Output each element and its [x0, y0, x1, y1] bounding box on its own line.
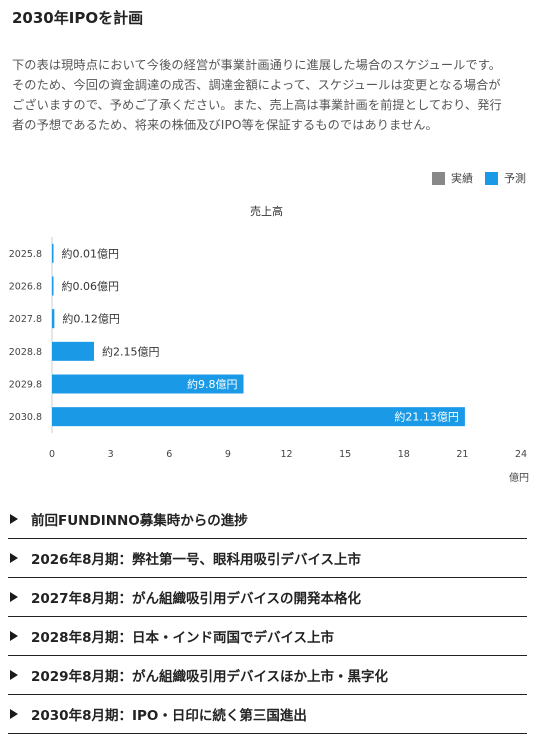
intro-line: そのため、今回の資金調達の成否、調達金額によって、スケジュールは変更となる場合が: [12, 78, 501, 92]
accordion-item-2028[interactable]: 2028年8月期：日本・インド両国でデバイス上市: [8, 617, 527, 656]
accordion-item-2029[interactable]: 2029年8月期：がん組織吸引用デバイスほか上市・黒字化: [8, 656, 527, 695]
accordion-label: 2028年8月期：日本・インド両国でデバイス上市: [31, 630, 335, 646]
x-tick-label: 0: [49, 449, 55, 460]
legend-item-actual[interactable]: 実績: [432, 170, 473, 186]
bar: [52, 341, 95, 361]
y-tick-label: 2025.8: [9, 249, 42, 260]
accordion-label: 2030年8月期：IPO・日印に続く第三国進出: [31, 708, 307, 724]
data-label: 約0.06億円: [62, 279, 120, 293]
x-tick-label: 24: [515, 449, 527, 460]
bar: [52, 407, 465, 427]
data-label: 約2.15億円: [102, 344, 160, 358]
accordion-label: 前回FUNDINNO募集時からの進捗: [31, 513, 248, 529]
x-axis-unit: 億円: [509, 471, 529, 484]
intro-line: 下の表は現時点において今後の経営が事業計画通りに進展した場合のスケジュールです。: [12, 58, 502, 72]
data-label: 約0.12億円: [62, 312, 120, 326]
accordion-item-2026[interactable]: 2026年8月期：弊社第一号、眼科用吸引デバイス上市: [8, 539, 527, 578]
accordion-item-2030[interactable]: 2030年8月期：IPO・日印に続く第三国進出: [8, 695, 527, 734]
intro-line: 者の予想であるため、将来の株価及びIPO等を保証するものではありません。: [12, 118, 438, 132]
triangle-right-icon: [10, 592, 18, 602]
y-tick-label: 2028.8: [9, 347, 42, 358]
legend-swatch-forecast: [485, 171, 498, 185]
bar: [52, 309, 55, 329]
intro-line: ございますので、予めご了承ください。また、売上高は事業計画を前提としており、発行: [12, 98, 502, 112]
data-label: 約0.01億円: [62, 246, 120, 260]
accordion-item-progress[interactable]: 前回FUNDINNO募集時からの進捗: [8, 500, 527, 539]
bar: [52, 276, 54, 296]
y-tick-label: 2029.8: [9, 380, 42, 391]
accordion-label: 2027年8月期：がん組織吸引用デバイスの開発本格化: [31, 591, 362, 607]
y-tick-label: 2030.8: [9, 412, 42, 423]
y-tick-label: 2026.8: [9, 282, 42, 293]
x-tick-label: 12: [280, 449, 292, 460]
triangle-right-icon: [10, 553, 18, 563]
milestone-accordion: 前回FUNDINNO募集時からの進捗 2026年8月期：弊社第一号、眼科用吸引デ…: [8, 500, 527, 734]
triangle-right-icon: [10, 670, 18, 680]
chart-legend: 実績 予測: [432, 170, 526, 186]
data-label: 約21.13億円: [394, 410, 459, 424]
bar: [52, 243, 54, 263]
triangle-right-icon: [10, 631, 18, 641]
intro-text: 下の表は現時点において今後の経営が事業計画通りに進展した場合のスケジュールです。…: [12, 55, 532, 135]
x-tick-label: 9: [225, 449, 231, 460]
accordion-label: 2026年8月期：弊社第一号、眼科用吸引デバイス上市: [31, 552, 362, 568]
legend-label-forecast: 予測: [504, 172, 526, 185]
x-tick-label: 6: [166, 449, 172, 460]
legend-label-actual: 実績: [451, 172, 473, 185]
data-label: 約9.8億円: [187, 377, 238, 391]
x-tick-label: 18: [398, 449, 410, 460]
chart-title: 売上高: [250, 204, 283, 218]
bar: [52, 374, 244, 394]
page-title: 2030年IPOを計画: [12, 9, 144, 27]
legend-swatch-actual: [432, 171, 445, 185]
triangle-right-icon: [10, 709, 18, 719]
accordion-label: 2029年8月期：がん組織吸引用デバイスほか上市・黒字化: [31, 669, 389, 685]
triangle-right-icon: [10, 514, 18, 524]
x-tick-label: 15: [339, 449, 351, 460]
x-tick-label: 21: [456, 449, 468, 460]
legend-item-forecast[interactable]: 予測: [485, 170, 526, 186]
revenue-bar-chart: 売上高 2025.8 約0.01億円 2026.8 約0.06億円 2027.8 約0.12…: [9, 204, 529, 484]
y-tick-label: 2027.8: [9, 314, 42, 325]
x-tick-label: 3: [108, 449, 114, 460]
accordion-item-2027[interactable]: 2027年8月期：がん組織吸引用デバイスの開発本格化: [8, 578, 527, 617]
